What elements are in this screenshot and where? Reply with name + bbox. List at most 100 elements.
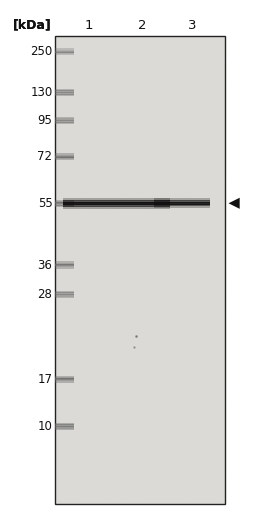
Point [143,480,147,489]
Point [207,425,211,433]
Point [121,196,125,204]
Bar [55,52,74,54]
Point [107,273,111,281]
Point [136,376,140,385]
Point [105,92,109,100]
Point [82,191,86,200]
Point [66,93,70,102]
Point [189,144,193,152]
Point [160,259,164,268]
Point [165,222,169,231]
Text: 28: 28 [38,288,52,301]
Point [172,224,176,233]
Point [218,212,222,220]
Point [77,89,81,97]
Point [91,147,95,156]
Text: [kDa]: [kDa] [13,19,51,32]
Point [154,52,158,60]
Point [137,145,141,154]
Point [191,339,195,347]
Point [117,104,121,112]
Point [141,316,145,325]
Point [169,468,174,476]
Point [141,485,145,494]
Point [128,452,132,460]
Point [198,107,202,116]
Point [170,123,174,131]
Point [206,162,210,170]
Point [162,435,166,443]
Point [128,137,132,145]
Point [97,105,101,114]
Point [63,63,68,71]
Point [186,425,190,433]
Point [199,247,203,256]
Point [94,409,99,417]
Point [180,428,184,436]
Point [114,171,118,180]
Point [181,204,185,213]
Point [141,252,145,260]
Point [167,417,171,425]
Point [207,222,211,231]
Point [87,314,91,323]
Point [108,201,112,209]
Bar [55,50,74,51]
Point [148,441,153,449]
Point [124,461,128,470]
Point [202,174,207,183]
Point [180,453,184,461]
Point [212,63,216,71]
Point [116,453,120,461]
Point [212,263,216,271]
Point [201,61,206,69]
Text: 95: 95 [38,114,52,127]
Point [139,230,143,238]
Point [183,378,187,386]
Point [200,378,204,386]
Point [72,408,76,416]
Point [81,175,85,184]
Point [75,230,79,238]
Point [217,450,221,459]
Point [157,389,162,397]
Point [198,362,202,370]
Point [147,32,151,41]
Point [166,68,170,76]
Point [219,82,223,91]
Point [72,444,76,452]
Point [205,173,209,182]
Point [98,234,102,243]
Point [174,419,178,428]
Point [194,268,198,277]
Point [61,449,65,457]
Point [62,460,66,468]
Point [211,401,215,410]
Point [179,36,183,45]
Point [205,145,209,154]
Point [173,375,177,383]
Point [66,126,70,135]
Point [66,380,70,389]
Point [129,37,133,46]
Point [63,212,68,220]
Point [81,267,86,276]
Point [222,452,226,460]
Point [188,239,193,247]
Point [89,383,93,392]
Point [62,460,66,469]
Point [70,287,74,296]
Point [206,449,210,457]
Point [76,296,80,304]
Point [172,201,176,210]
Point [73,172,77,181]
Point [54,269,58,277]
Point [202,411,206,420]
Point [58,98,62,107]
Point [66,403,70,412]
Point [81,223,86,232]
Point [186,428,190,436]
Point [87,346,91,355]
Point [126,437,130,445]
Point [159,420,164,428]
